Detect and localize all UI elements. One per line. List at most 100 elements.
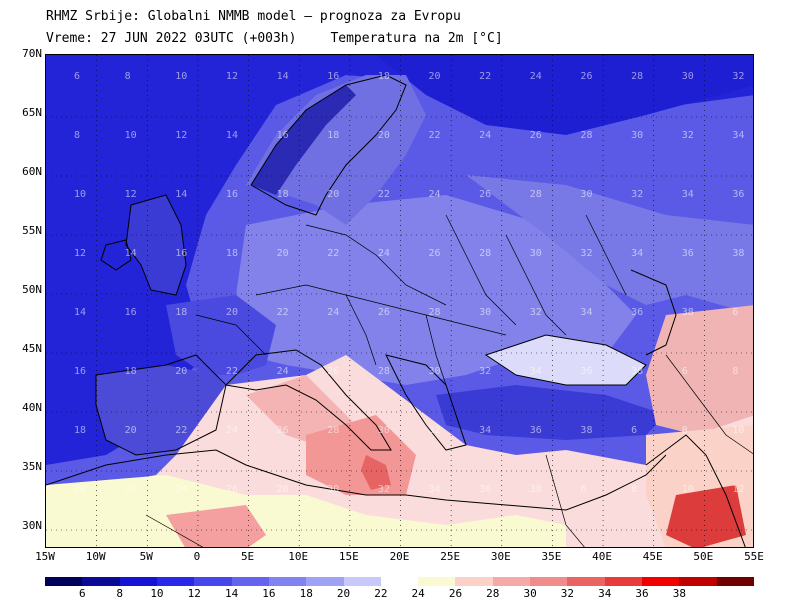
grid-value: 26 bbox=[580, 71, 592, 82]
grid-value: 6 bbox=[682, 366, 688, 377]
border-line-8 bbox=[195, 314, 267, 356]
grid-value: 20 bbox=[74, 484, 86, 495]
grid-value: 24 bbox=[530, 71, 542, 82]
grid-value: 22 bbox=[378, 189, 390, 200]
grid-value: 32 bbox=[580, 248, 592, 259]
grid-value: 20 bbox=[226, 307, 238, 318]
ireland-coast bbox=[100, 239, 132, 271]
grid-value: 14 bbox=[277, 71, 289, 82]
color-scale-swatch bbox=[642, 577, 680, 586]
grid-value: 22 bbox=[479, 71, 491, 82]
grid-value: 16 bbox=[277, 130, 289, 141]
color-scale-swatch bbox=[156, 577, 195, 586]
grid-value: 22 bbox=[175, 425, 187, 436]
map-canvas: 6 8 10 12 14 16 18 20 22 24 26 28 30 32 8 10 12 14 16 18 20 2… bbox=[46, 55, 753, 547]
british-isles bbox=[126, 195, 186, 295]
color-scale-label: 6 bbox=[79, 587, 86, 600]
color-scale-swatch bbox=[455, 577, 494, 586]
scandinavia-region bbox=[246, 75, 426, 225]
grid-value: 12 bbox=[175, 130, 187, 141]
grid-value: 26 bbox=[327, 366, 339, 377]
color-scale-label: 24 bbox=[411, 587, 425, 600]
britain-coast bbox=[125, 194, 187, 296]
grid-value: 14 bbox=[125, 248, 137, 259]
grid-value: 24 bbox=[277, 366, 289, 377]
lat-lon-grid bbox=[46, 55, 753, 547]
grid-value: 36 bbox=[530, 425, 542, 436]
sahara-warm bbox=[166, 505, 266, 547]
latitude-label: 35N bbox=[22, 460, 42, 473]
color-scale-swatch bbox=[716, 577, 755, 586]
border-line-1 bbox=[255, 284, 507, 336]
color-scale-swatch bbox=[492, 577, 531, 586]
latitude-label: 60N bbox=[22, 165, 42, 178]
grid-value: 36 bbox=[631, 307, 643, 318]
border-line-5 bbox=[425, 314, 447, 386]
grid-value: 34 bbox=[631, 248, 643, 259]
grid-value: 22 bbox=[125, 484, 137, 495]
map-title: RHMZ Srbije: Globalni NMMB model – progn… bbox=[46, 9, 461, 24]
grid-value: 36 bbox=[732, 189, 744, 200]
grid-value: 24 bbox=[479, 130, 491, 141]
grid-value: 14 bbox=[74, 307, 86, 318]
grid-value: 20 bbox=[175, 366, 187, 377]
color-scale-swatch bbox=[306, 577, 345, 586]
grid-value: 6 bbox=[580, 484, 586, 495]
grid-value: 30 bbox=[479, 307, 491, 318]
grid-value: 28 bbox=[530, 189, 542, 200]
color-scale-label: 10 bbox=[150, 587, 164, 600]
color-scale-label: 16 bbox=[262, 587, 276, 600]
grid-value: 38 bbox=[732, 248, 744, 259]
red-sea-hot bbox=[666, 485, 746, 547]
longitude-label: 50E bbox=[693, 550, 714, 563]
black-sea-region bbox=[486, 335, 646, 385]
longitude-label: 25E bbox=[440, 550, 461, 563]
border-line-6 bbox=[505, 234, 567, 336]
grid-value: 36 bbox=[580, 366, 592, 377]
latitude-label: 40N bbox=[22, 401, 42, 414]
color-scale-label: 22 bbox=[374, 587, 388, 600]
grid-value: 18 bbox=[327, 130, 339, 141]
arctic-region bbox=[376, 55, 753, 135]
color-scale-swatch bbox=[418, 577, 456, 586]
grid-value: 34 bbox=[429, 484, 441, 495]
grid-value: 32 bbox=[631, 189, 643, 200]
color-scale-label: 20 bbox=[336, 587, 351, 600]
grid-value: 32 bbox=[429, 425, 441, 436]
color-scale-swatch bbox=[119, 577, 158, 586]
grid-value: 8 bbox=[732, 366, 738, 377]
longitude-label: 15E bbox=[338, 550, 359, 563]
grid-value: 30 bbox=[580, 189, 592, 200]
grid-value: 28 bbox=[277, 484, 289, 495]
grid-value: 34 bbox=[732, 130, 744, 141]
grid-value: 38 bbox=[631, 366, 643, 377]
black-sea-coast bbox=[484, 334, 647, 386]
color-scale-label: 36 bbox=[635, 587, 649, 600]
coastlines bbox=[46, 74, 746, 547]
grid-value: 14 bbox=[226, 130, 238, 141]
grid-value: 34 bbox=[580, 307, 592, 318]
grid-value: 38 bbox=[530, 484, 542, 495]
grid-value: 30 bbox=[327, 484, 339, 495]
country-borders bbox=[145, 214, 753, 547]
grid-value: 32 bbox=[530, 307, 542, 318]
longitude-label: 10E bbox=[288, 550, 309, 563]
grid-value: 24 bbox=[429, 189, 441, 200]
grid-value: 28 bbox=[631, 71, 643, 82]
border-line-10 bbox=[545, 454, 585, 547]
grid-value: 26 bbox=[530, 130, 542, 141]
grid-value: 20 bbox=[277, 248, 289, 259]
grid-value: 28 bbox=[479, 248, 491, 259]
border-line-4 bbox=[345, 294, 377, 366]
grid-value: 16 bbox=[74, 366, 86, 377]
longitude-label: 5E bbox=[240, 550, 255, 563]
grid-value: 24 bbox=[226, 425, 238, 436]
grid-labels: 6 8 10 12 14 16 18 20 22 24 26 28 30 32 8 10 12 14 16 18 20 2… bbox=[74, 71, 744, 495]
grid-value: 24 bbox=[175, 484, 187, 495]
levant-coast bbox=[645, 434, 746, 547]
longitude-label: 30E bbox=[490, 550, 511, 563]
middle-east-region bbox=[646, 305, 753, 435]
grid-value: 30 bbox=[631, 130, 643, 141]
anatolia-region bbox=[436, 385, 666, 440]
color-scale-label: 14 bbox=[224, 587, 239, 600]
